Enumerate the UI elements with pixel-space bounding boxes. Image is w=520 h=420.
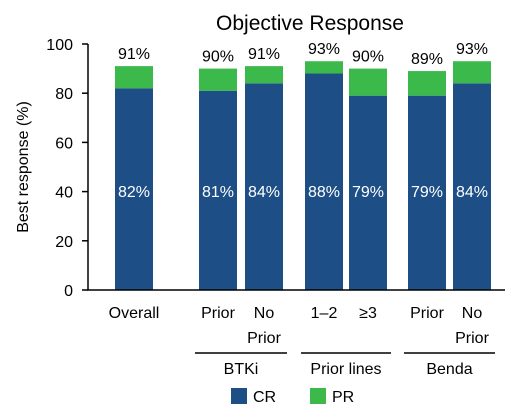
bar-pr: [305, 61, 343, 74]
category-labels: Overall Prior No Prior 1–2 ≥3 Prior No Prior: [109, 305, 490, 347]
bar-pr: [245, 66, 283, 84]
bar-pr: [349, 68, 387, 96]
y-tick-label: 20: [55, 234, 73, 251]
bar-cr: [199, 90, 237, 291]
legend-label-cr: CR: [253, 389, 276, 406]
y-tick-label: 40: [55, 185, 73, 202]
bar-cr: [453, 83, 491, 290]
bar-cr: [245, 83, 283, 290]
bar-cr: [305, 73, 343, 291]
total-value-label: 90%: [202, 49, 234, 66]
y-tick-label: 60: [55, 135, 73, 152]
cr-value-label: 88%: [308, 184, 340, 201]
bar-pr: [199, 68, 237, 91]
y-tick-label: 80: [55, 86, 73, 103]
x-tick-label-line2: Prior: [247, 330, 281, 347]
y-axis-line: [87, 44, 505, 291]
cr-value-label: 82%: [118, 184, 150, 201]
y-tick-label: 0: [64, 283, 73, 300]
total-value-label: 91%: [118, 46, 150, 63]
y-axis-label: Best response (%): [15, 101, 32, 233]
total-value-label: 89%: [411, 51, 443, 68]
cr-value-label: 79%: [411, 184, 443, 201]
cr-value-label: 81%: [202, 184, 234, 201]
bar-cr: [408, 95, 446, 290]
x-tick-label: Overall: [109, 305, 160, 322]
cr-value-label: 79%: [352, 184, 384, 201]
x-tick-label: Prior: [410, 305, 444, 322]
bar-cr: [349, 95, 387, 290]
x-tick-label: 1–2: [311, 305, 338, 322]
bar-pr: [115, 66, 153, 89]
x-tick-label: ≥3: [359, 305, 377, 322]
bar-pr: [408, 71, 446, 96]
total-value-label: 91%: [248, 46, 280, 63]
x-tick-label: No: [254, 305, 275, 322]
group-label: Prior lines: [310, 361, 381, 378]
cr-value-label: 84%: [248, 184, 280, 201]
y-axis-ticks: 0 20 40 60 80 100: [46, 37, 88, 300]
total-value-label: 93%: [308, 41, 340, 58]
total-value-label: 90%: [352, 49, 384, 66]
legend-swatch-pr: [310, 388, 326, 404]
y-tick-label: 100: [46, 37, 73, 54]
x-tick-label: Prior: [201, 305, 235, 322]
legend-swatch-cr: [231, 388, 247, 404]
legend: CR PR: [231, 388, 354, 406]
bar-cr: [115, 88, 153, 290]
bars: 82% 91% 81% 90% 84% 91% 88% 93% 79% 90% 79% 89% 84% 9…: [115, 41, 491, 291]
group-label: Benda: [426, 361, 472, 378]
bar-pr: [453, 61, 491, 84]
group-labels: BTKi Prior lines Benda: [195, 352, 495, 378]
cr-value-label: 84%: [456, 184, 488, 201]
total-value-label: 93%: [456, 41, 488, 58]
x-tick-label: No: [462, 305, 483, 322]
legend-label-pr: PR: [332, 389, 354, 406]
group-label: BTKi: [224, 361, 259, 378]
chart-title: Objective Response: [216, 12, 404, 35]
x-tick-label-line2: Prior: [455, 330, 489, 347]
